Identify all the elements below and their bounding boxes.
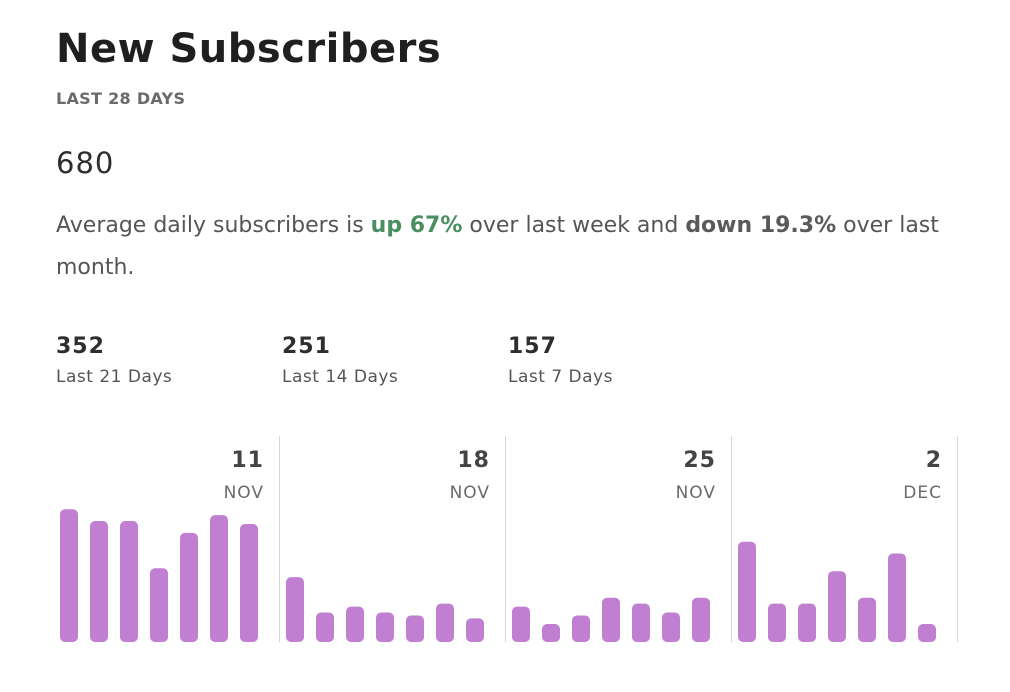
- chart-bar: [662, 612, 680, 642]
- tick-label-day: 25: [683, 448, 716, 473]
- chart-bar: [150, 568, 168, 642]
- chart-bar: [512, 606, 530, 642]
- tick-label-day: 2: [926, 448, 942, 473]
- chart-bar: [436, 603, 454, 642]
- chart-bar: [572, 615, 590, 642]
- stat-value: 251: [282, 334, 331, 359]
- chart-bar: [60, 509, 78, 642]
- summary-middle: over last week and: [462, 213, 686, 238]
- chart-bar: [888, 553, 906, 642]
- chart-bar: [798, 603, 816, 642]
- summary-up-change: up 67%: [370, 213, 463, 238]
- stat-label: Last 7 Days: [508, 367, 613, 387]
- tick-label-day: 11: [231, 448, 264, 473]
- chart-bar: [858, 597, 876, 642]
- chart-bar: [376, 612, 394, 642]
- chart-bar: [120, 521, 138, 642]
- chart-bar: [240, 524, 258, 642]
- summary-text: Average daily subscribers is up 67% over…: [56, 205, 956, 289]
- stat-last-7-days: 157 Last 7 Days: [508, 334, 613, 387]
- chart-bar: [466, 618, 484, 642]
- chart-bar: [918, 624, 936, 642]
- chart-bar: [346, 606, 364, 642]
- stat-value: 157: [508, 334, 557, 359]
- chart-bar: [828, 571, 846, 642]
- chart-bar: [180, 532, 198, 642]
- stat-last-21-days: 352 Last 21 Days: [56, 334, 172, 387]
- chart-bar: [602, 597, 620, 642]
- page-title: New Subscribers: [56, 26, 442, 72]
- chart-bar: [738, 541, 756, 642]
- tick-label-day: 18: [457, 448, 490, 473]
- summary-prefix: Average daily subscribers is: [56, 213, 371, 238]
- chart-bar: [632, 603, 650, 642]
- period-subtitle: LAST 28 DAYS: [56, 89, 186, 108]
- tick-label-month: DEC: [903, 483, 942, 503]
- chart-bar: [692, 597, 710, 642]
- chart-bar: [406, 615, 424, 642]
- stat-label: Last 21 Days: [56, 367, 173, 387]
- summary-suffix: over last month.: [56, 213, 939, 280]
- chart-bar: [90, 521, 108, 642]
- chart-bar: [210, 515, 228, 642]
- tick-label-month: NOV: [224, 483, 264, 503]
- total-subscribers: 680: [56, 146, 115, 180]
- tick-label-month: NOV: [676, 483, 716, 503]
- stat-label: Last 14 Days: [282, 367, 399, 387]
- stat-last-14-days: 251 Last 14 Days: [282, 334, 398, 387]
- chart-bar: [768, 603, 786, 642]
- chart-bar: [286, 577, 304, 642]
- stat-value: 352: [56, 334, 105, 359]
- chart-bar: [542, 624, 560, 642]
- summary-down-change: down 19.3%: [685, 213, 837, 238]
- tick-label-month: NOV: [450, 483, 490, 503]
- chart-bar: [316, 612, 334, 642]
